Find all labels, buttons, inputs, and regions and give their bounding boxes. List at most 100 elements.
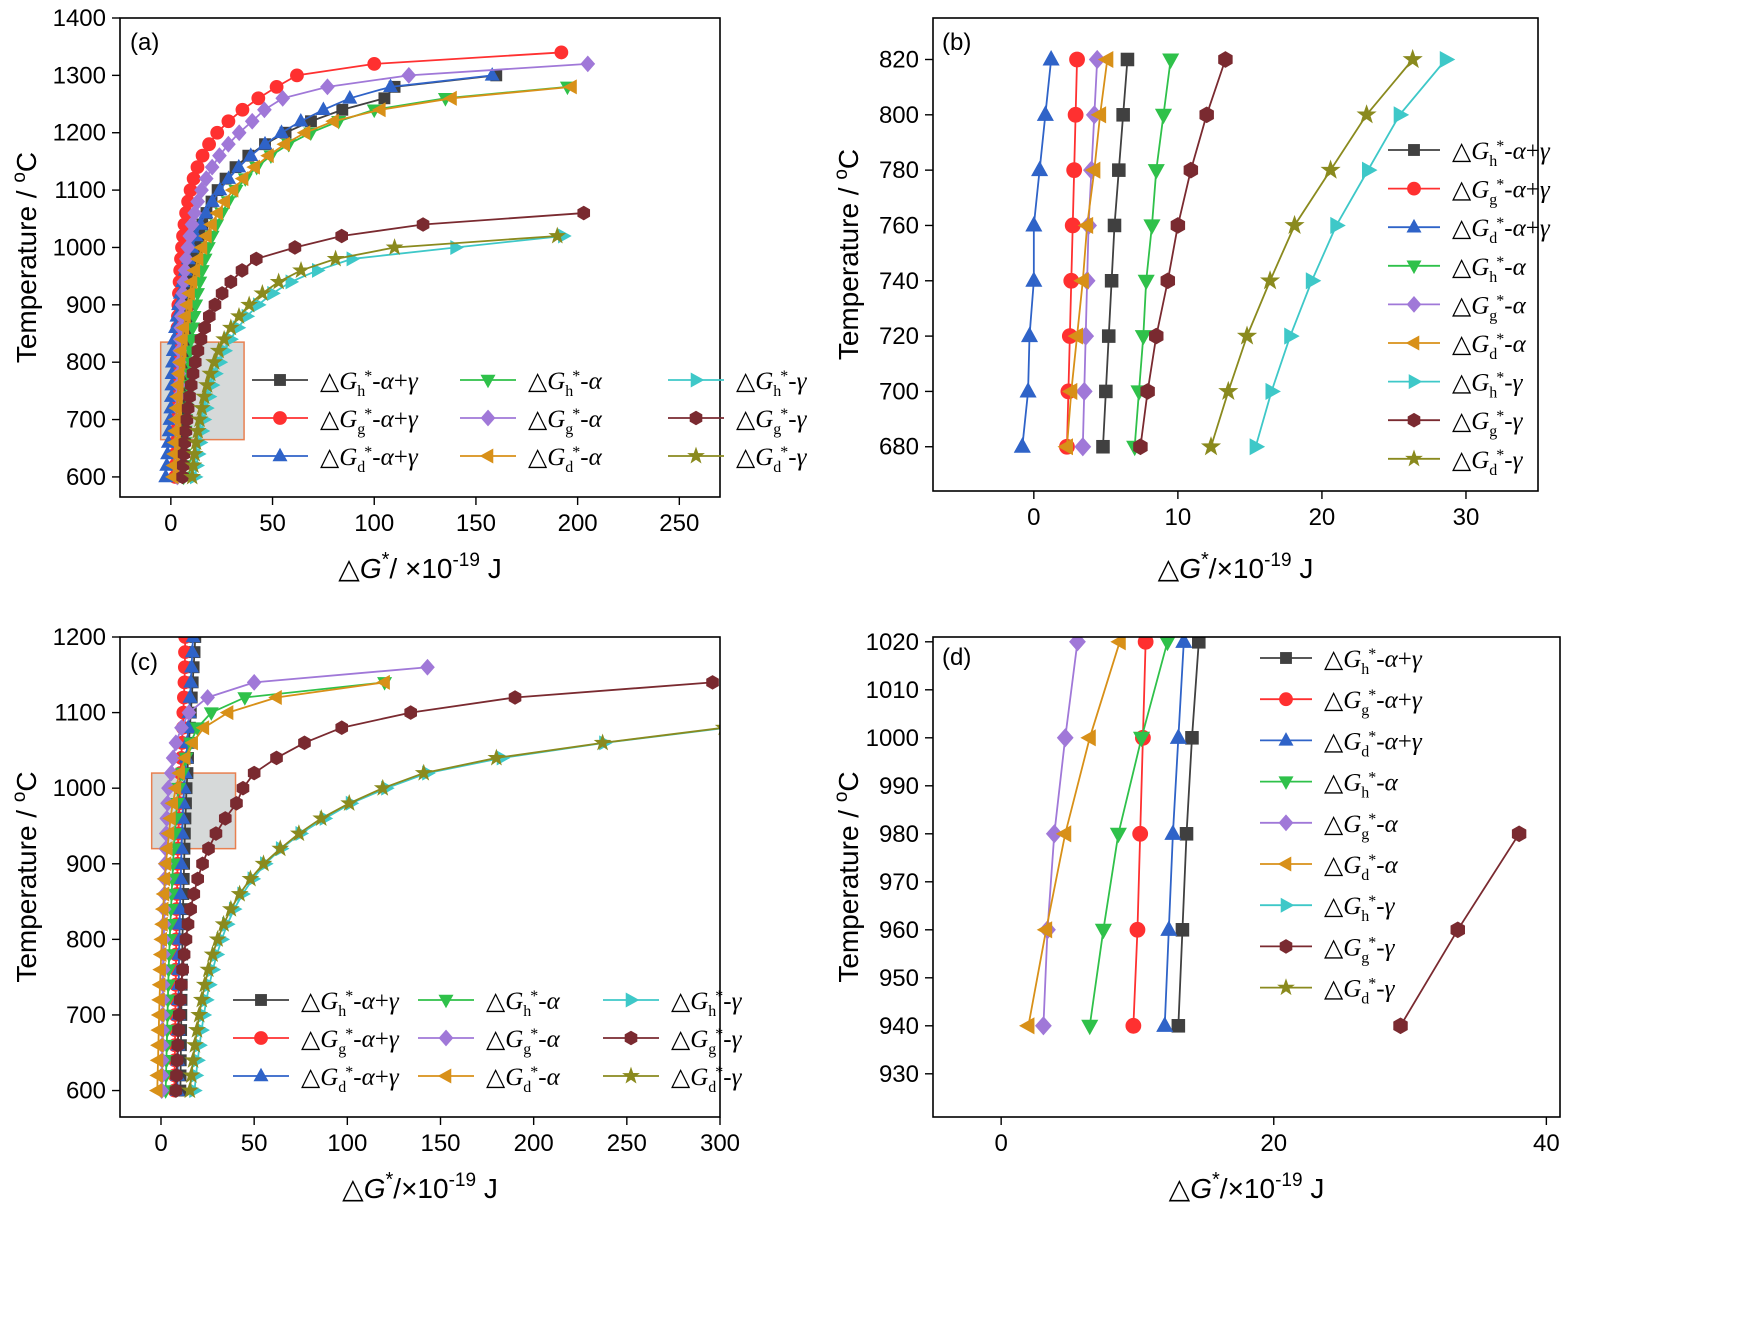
data-point (183, 467, 202, 485)
legend-label: △Gg*-α+γ (320, 406, 419, 438)
panel-b: 0 10 20 30 680 700 720 740 760 780 800 820 (b) △G*/×1… (831, 17, 1551, 584)
data-point (1159, 637, 1176, 652)
panel-label: (b) (942, 29, 971, 56)
data-point (269, 79, 284, 94)
y-tick-label: 950 (879, 965, 919, 992)
data-point (1056, 728, 1074, 748)
legend-label: △Gd*-γ (1324, 976, 1396, 1008)
series-d_ag (1013, 50, 1060, 453)
plot-area (158, 45, 596, 486)
data-point (214, 914, 233, 932)
data-point (723, 721, 735, 735)
data-point (195, 387, 214, 405)
data-point (171, 354, 186, 370)
data-point (1077, 216, 1094, 235)
data-point (335, 228, 349, 244)
data-point (174, 719, 189, 737)
data-point (208, 930, 227, 947)
y-axis-label: Temperature / oC (9, 771, 42, 982)
data-point (177, 947, 191, 962)
legend-entry-d_ag: △Gd*-α+γ (233, 1064, 400, 1096)
legend-label: △Gd*-α (528, 444, 603, 476)
legend-marker (480, 409, 496, 427)
series-d_a (1057, 50, 1114, 456)
legend-entry-h_g: △Gh*-γ (1260, 893, 1396, 925)
series-line (1210, 58, 1414, 448)
data-point (1057, 438, 1073, 456)
data-point (1097, 50, 1114, 69)
data-point (325, 113, 339, 129)
legend-entry-d_g: △Gd*-γ (668, 444, 808, 476)
data-point (210, 125, 225, 140)
data-point (1140, 383, 1155, 400)
data-point (178, 435, 192, 450)
legend-entry-h_ag: △Gh*-α+γ (1260, 646, 1423, 678)
data-point (179, 932, 193, 947)
data-point (201, 364, 220, 382)
series-d_g (180, 724, 720, 1099)
data-point (1031, 160, 1049, 177)
y-tick-label: 1200 (53, 624, 106, 651)
data-point (180, 1081, 199, 1099)
y-tick-label: 940 (879, 1013, 919, 1040)
data-point (1036, 105, 1054, 121)
data-point (205, 352, 224, 370)
y-tick-label: 1100 (54, 177, 106, 204)
data-point (1132, 825, 1149, 842)
data-point (192, 990, 211, 1008)
legend-marker (1280, 652, 1292, 664)
legend-label: △Gh*-α+γ (1324, 646, 1423, 678)
data-point (1284, 214, 1305, 235)
data-point (554, 45, 569, 60)
series-line (1066, 59, 1109, 447)
data-point (267, 285, 281, 301)
data-point (1067, 327, 1084, 345)
data-point (420, 658, 435, 676)
legend-label: △Gh*-α (1452, 254, 1527, 286)
x-tick-label: 100 (327, 1130, 367, 1157)
data-point (162, 810, 176, 826)
data-point (215, 286, 229, 301)
legend-entry-d_a: △Gd*-α (460, 444, 603, 476)
legend-entry-g_a: △Gg*-α (1388, 292, 1527, 324)
data-point (1164, 824, 1182, 840)
y-tick-label: 1000 (53, 234, 106, 261)
data-point (1156, 1016, 1174, 1032)
data-point (172, 885, 188, 900)
data-point (253, 284, 272, 301)
legend-entry-d_a: △Gd*-α (1260, 852, 1399, 884)
legend-marker (1407, 412, 1421, 428)
legend-marker (1277, 856, 1292, 872)
legend-entry-d_ag: △Gd*-α+γ (1260, 728, 1423, 760)
legend-marker (687, 446, 705, 464)
series-line (1066, 59, 1078, 447)
legend-entry-d_g: △Gd*-γ (1260, 976, 1396, 1008)
series-d_a (164, 79, 577, 485)
data-point (1179, 827, 1194, 841)
x-tick-label: 300 (700, 1130, 740, 1157)
data-point (174, 331, 188, 347)
data-point (1320, 159, 1341, 179)
data-point (184, 1050, 202, 1068)
data-point (152, 962, 166, 978)
data-point (176, 962, 189, 977)
data-point (172, 343, 187, 359)
data-point (218, 811, 232, 826)
x-tick-label: 200 (558, 510, 598, 537)
y-tick-label: 780 (879, 157, 919, 184)
legend-marker (625, 992, 640, 1008)
x-tick-label: 100 (354, 510, 394, 537)
x-tick-label: 50 (241, 1130, 268, 1157)
x-axis-label: △G*/×10-19 J (342, 1169, 498, 1204)
data-point (269, 272, 288, 290)
data-point (170, 366, 185, 382)
data-point (240, 295, 259, 313)
data-point (219, 705, 234, 721)
data-point (203, 707, 219, 721)
legend-marker (1408, 374, 1423, 390)
data-point (216, 194, 231, 210)
panel-c: 0 50 100 150 200 250 300 600 700 800 900 1000 1100 12… (9, 624, 743, 1204)
data-point (182, 1066, 201, 1083)
series-h_a (1081, 637, 1176, 1036)
data-point (487, 748, 506, 766)
